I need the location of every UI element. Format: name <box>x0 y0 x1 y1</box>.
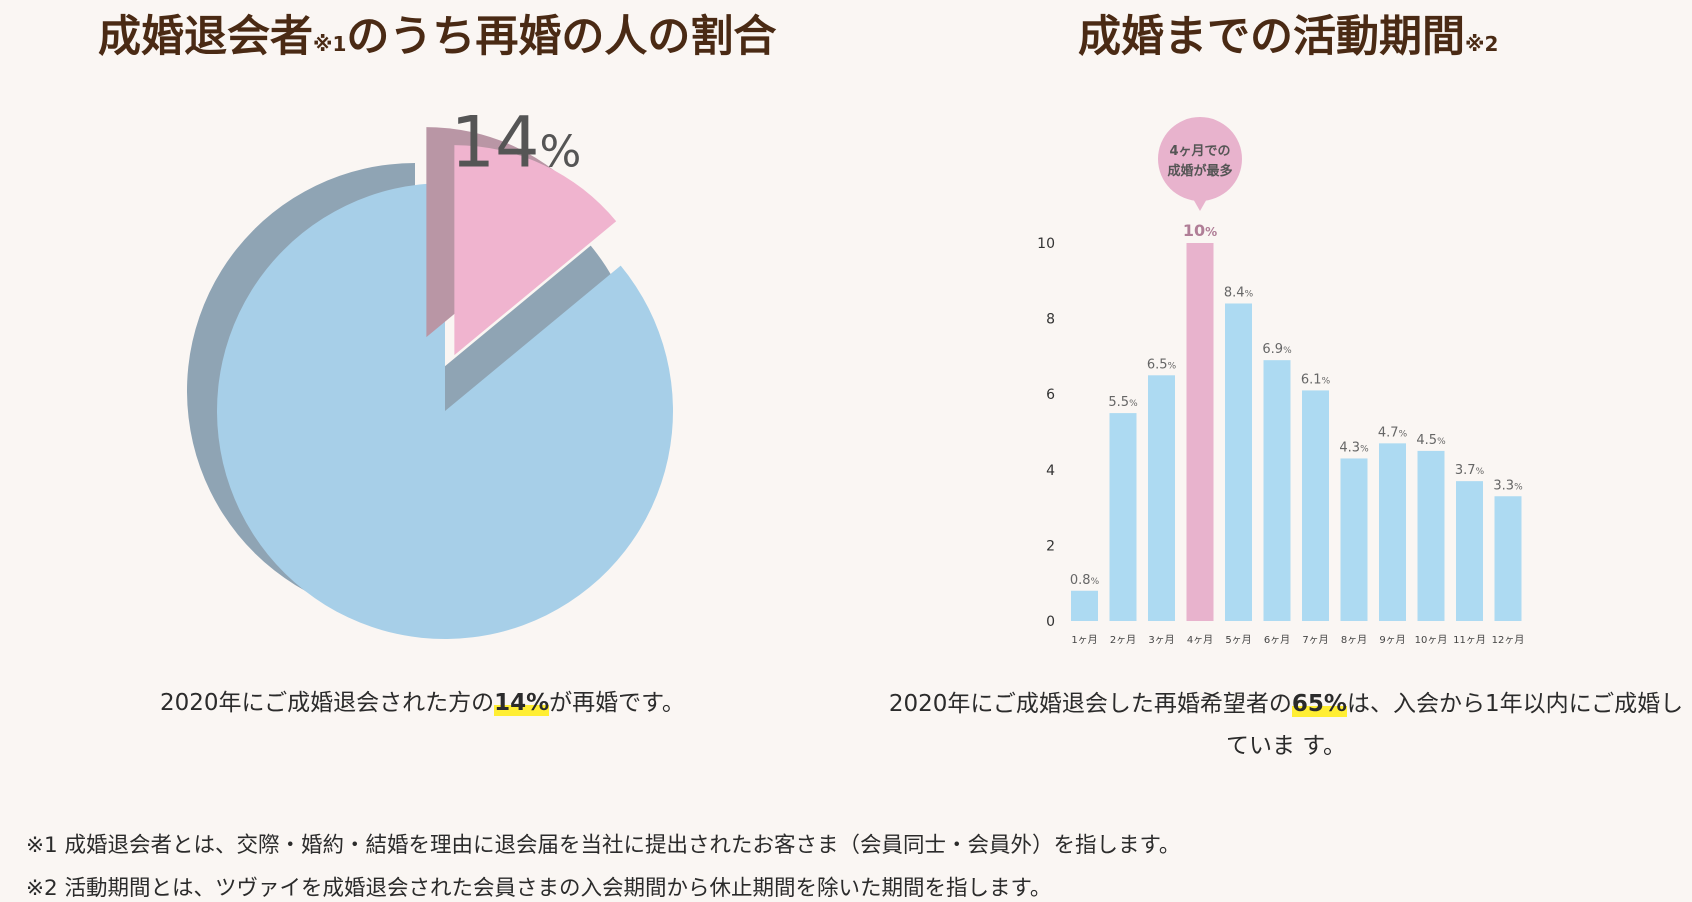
x-tick-label: 6ヶ月 <box>1264 634 1290 646</box>
y-tick-label: 6 <box>1046 387 1055 403</box>
value-labels: 0.8% 5.5% 6.5% 10% 8.4% 6.9% 6.1% 4.3% 4.7% 4.5% 3… <box>1070 221 1523 588</box>
value-label: 5.5% <box>1108 395 1138 410</box>
y-tick-label: 4 <box>1046 463 1055 479</box>
pie-highlight-value: 14 <box>450 102 539 184</box>
right-caption-pre: 2020年にご成婚退会した再婚希望者の <box>888 691 1292 717</box>
bar-11ヶ月 <box>1456 481 1483 621</box>
value-label: 3.3% <box>1493 478 1523 493</box>
bar-4ヶ月 <box>1186 243 1214 621</box>
right-title-footnote-mark: ※2 <box>1465 32 1499 56</box>
x-tick-label: 9ヶ月 <box>1379 634 1405 646</box>
footnote-2: ※2 活動期間とは、ツヴァイを成婚退会された会員さまの入会期間から休止期間を除い… <box>26 876 1052 901</box>
x-tick-label: 12ヶ月 <box>1492 634 1525 646</box>
x-tick-label: 2ヶ月 <box>1110 634 1136 646</box>
x-tick-label: 4ヶ月 <box>1187 634 1213 646</box>
bar-6ヶ月 <box>1263 360 1291 621</box>
x-tick-label: 8ヶ月 <box>1341 634 1367 646</box>
y-tick-label: 10 <box>1037 236 1055 252</box>
right-title-main: 成婚までの活動期間 <box>1078 12 1465 62</box>
y-tick-label: 2 <box>1046 538 1055 554</box>
right-chart-title: 成婚までの活動期間※2 <box>1078 2 1498 64</box>
left-chart-title: 成婚退会者※1のうち再婚の人の割合 <box>98 2 776 64</box>
y-tick-label: 0 <box>1046 614 1055 630</box>
y-axis: 0 2 4 6 8 10 <box>1037 236 1055 630</box>
x-axis: 1ヶ月 2ヶ月 3ヶ月 4ヶ月 5ヶ月 6ヶ月 7ヶ月 8ヶ月 9ヶ月 10ヶ月 11ヶ月 12ヶ月 <box>1071 634 1524 646</box>
bar-9ヶ月 <box>1379 443 1406 621</box>
bar-2ヶ月 <box>1109 413 1137 621</box>
bars <box>1071 243 1522 621</box>
value-label: 10% <box>1183 221 1217 240</box>
pie-highlight-slice <box>454 145 617 356</box>
pie-highlight-value-label: 14% <box>450 102 581 184</box>
value-label: 0.8% <box>1070 573 1100 588</box>
callout-pointer <box>1192 197 1208 211</box>
callout-circle <box>1158 117 1242 201</box>
x-tick-label: 7ヶ月 <box>1302 634 1328 646</box>
value-label: 4.3% <box>1339 440 1369 455</box>
x-tick-label: 10ヶ月 <box>1415 634 1448 646</box>
left-caption-post: が再婚です。 <box>549 690 685 716</box>
x-tick-label: 5ヶ月 <box>1225 634 1251 646</box>
left-title-footnote-mark: ※1 <box>313 32 347 56</box>
left-title-main-a: 成婚退会者 <box>98 12 313 62</box>
value-label: 6.9% <box>1262 342 1292 357</box>
bar-1ヶ月 <box>1071 590 1098 621</box>
value-label: 6.5% <box>1147 357 1177 372</box>
left-caption-highlight: 14% <box>494 690 550 716</box>
pie-highlight-unit: % <box>540 127 582 178</box>
value-label: 4.7% <box>1378 425 1408 440</box>
bar-5ヶ月 <box>1225 303 1252 621</box>
callout-line: 成婚が最多 <box>1167 163 1232 179</box>
bar-10ヶ月 <box>1417 450 1445 621</box>
value-label: 6.1% <box>1301 372 1331 387</box>
value-label: 8.4% <box>1224 285 1254 300</box>
callout-line: 4ヶ月での <box>1169 144 1230 159</box>
value-label: 4.5% <box>1416 433 1446 448</box>
bar-7ヶ月 <box>1302 390 1329 621</box>
footnote-1: ※1 成婚退会者とは、交際・婚約・結婚を理由に退会届を当社に提出されたお客さま（… <box>26 833 1181 858</box>
bar-12ヶ月 <box>1494 496 1522 621</box>
activity-period-bar-chart: 0 2 4 6 8 10 0.8% 5.5% 6.5% 10% 8.4% 6.9% 6.1% 4.3% 4… <box>1037 117 1524 646</box>
y-tick-label: 8 <box>1046 312 1055 328</box>
remarriage-pie-chart: 14% <box>187 102 673 639</box>
right-caption-post: は、入会から1年以内にご成婚していま す。 <box>1225 691 1684 759</box>
x-tick-label: 3ヶ月 <box>1148 634 1174 646</box>
value-label: 3.7% <box>1455 463 1485 478</box>
left-caption: 2020年にご成婚退会された方の14%が再婚です。 <box>160 683 685 717</box>
bar-3ヶ月 <box>1148 375 1175 621</box>
right-caption: 2020年にご成婚退会した再婚希望者の65%は、入会から1年以内にご成婚していま… <box>886 683 1686 767</box>
x-tick-label: 11ヶ月 <box>1453 634 1486 646</box>
bar-8ヶ月 <box>1340 458 1368 621</box>
pie-main-slice <box>217 183 673 639</box>
left-title-main-b: のうち再婚の人の割合 <box>346 12 777 62</box>
x-tick-label: 1ヶ月 <box>1071 634 1097 646</box>
right-caption-highlight: 65% <box>1291 691 1347 717</box>
left-caption-pre: 2020年にご成婚退会された方の <box>160 690 495 716</box>
